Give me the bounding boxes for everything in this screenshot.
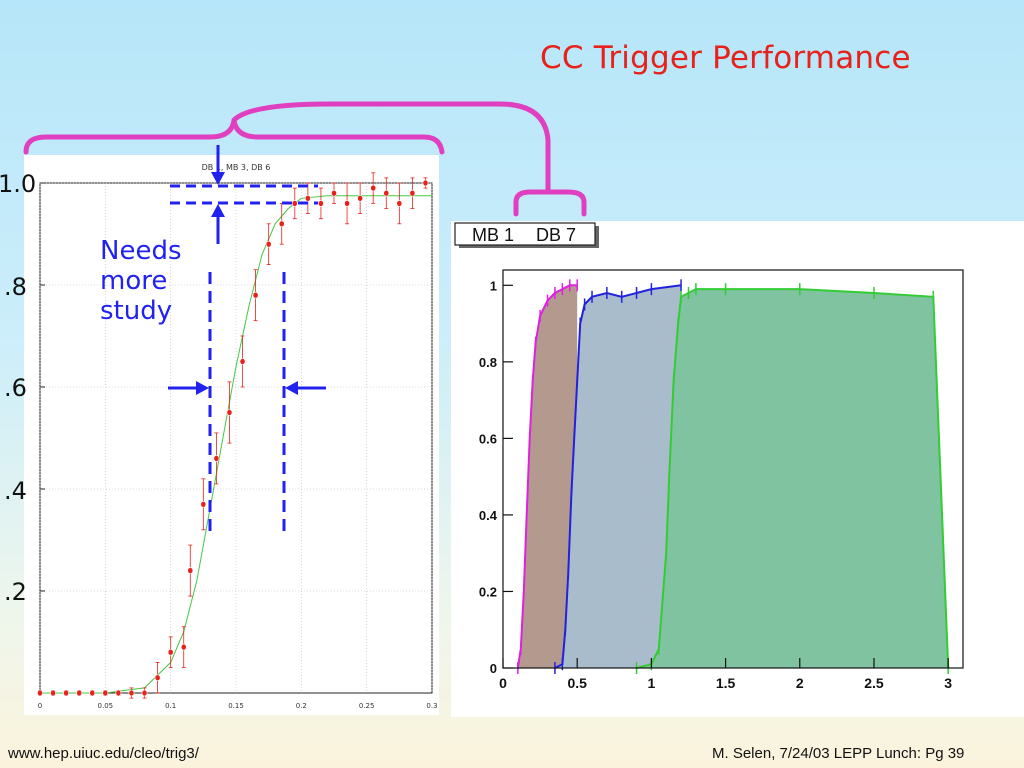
- note-line: Needs: [100, 236, 182, 266]
- left-plot-panel: [24, 155, 439, 715]
- data-point: [318, 200, 324, 207]
- data-point: [200, 500, 207, 508]
- y-tick-label: .4: [4, 477, 27, 505]
- data-point: [331, 189, 337, 197]
- series-area: [517, 285, 578, 668]
- y-tick-label: .6: [4, 374, 27, 402]
- data-point: [422, 179, 429, 187]
- y-tick-label: 0.8: [479, 355, 497, 370]
- legend-box: [454, 222, 596, 246]
- x-tick-label: 0.3: [426, 702, 437, 710]
- data-point: [180, 643, 187, 651]
- data-point: [265, 240, 272, 248]
- x-tick-label: 0.1: [165, 702, 176, 710]
- data-point: [304, 195, 311, 202]
- x-tick-label: 0: [38, 702, 42, 710]
- y-tick-label: 0.6: [479, 431, 497, 446]
- data-point: [154, 674, 161, 682]
- data-point: [167, 648, 174, 656]
- note-line: more: [100, 266, 168, 296]
- data-point: [37, 689, 43, 697]
- y-tick-label: .8: [4, 273, 27, 301]
- y-tick-label: 1: [490, 278, 497, 293]
- data-point: [278, 220, 285, 228]
- arrow-head-left: [285, 381, 298, 395]
- data-point: [141, 689, 148, 697]
- x-tick-label: 0.2: [296, 702, 307, 710]
- x-tick-label: 0.05: [98, 702, 114, 710]
- data-point: [357, 195, 364, 202]
- data-point: [50, 689, 56, 697]
- data-point: [128, 689, 135, 697]
- arrow-head-up: [211, 204, 225, 217]
- x-tick-label: 0: [499, 675, 507, 691]
- y-tick-label: 0.2: [479, 584, 497, 599]
- data-point: [409, 189, 416, 197]
- x-tick-label: 2.5: [864, 675, 884, 691]
- footer-credit: M. Selen, 7/24/03 LEPP Lunch: Pg 39: [712, 745, 965, 762]
- x-tick-label: 3: [944, 675, 952, 691]
- arrow-head-down: [211, 172, 225, 185]
- y-tick-label: .2: [4, 578, 27, 606]
- data-point: [102, 689, 109, 697]
- note-line: study: [100, 296, 173, 326]
- footer-url[interactable]: www.hep.uiuc.edu/cleo/trig3/: [8, 745, 199, 762]
- x-tick-label: 0.25: [359, 702, 375, 710]
- slide-title: CC Trigger Performance: [540, 40, 911, 76]
- legend-entry: DB 7: [536, 225, 576, 245]
- data-point: [187, 567, 194, 574]
- data-point: [396, 200, 403, 207]
- data-point: [370, 184, 377, 192]
- x-tick-label: 0.5: [567, 675, 587, 691]
- x-tick-label: 1.5: [716, 675, 736, 691]
- arrow-head-right: [196, 381, 209, 395]
- data-point: [383, 189, 390, 197]
- data-point: [213, 455, 220, 462]
- data-point: [89, 689, 96, 697]
- series-area: [636, 289, 949, 668]
- needs-more-study-note: Needs more study: [100, 236, 182, 326]
- x-tick-label: 1: [647, 675, 655, 691]
- data-point: [76, 689, 83, 697]
- y-tick-label: 0: [490, 661, 497, 676]
- data-point: [63, 689, 70, 697]
- y-tick-label: 0.4: [479, 508, 498, 523]
- chart-title: DB 1, MB 3, DB 6: [202, 163, 271, 172]
- legend-entry: MB 1: [472, 225, 514, 245]
- series-area: [554, 285, 682, 668]
- data-point: [291, 200, 298, 207]
- data-point: [239, 358, 246, 365]
- x-tick-label: 2: [796, 675, 804, 691]
- data-point: [115, 689, 122, 697]
- plot-frame: [502, 269, 964, 669]
- data-point: [252, 291, 259, 299]
- data-point: [226, 409, 233, 416]
- x-tick-label: 0.15: [228, 702, 244, 710]
- data-point: [344, 200, 350, 207]
- y-tick-label: 1.0: [0, 170, 37, 198]
